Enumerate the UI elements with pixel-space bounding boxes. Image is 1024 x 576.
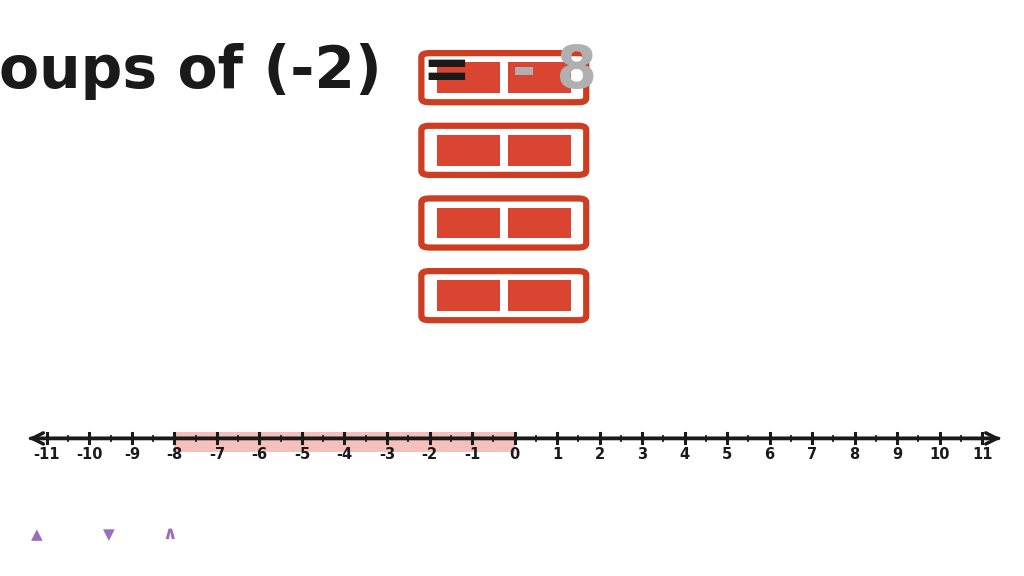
- Text: M: M: [12, 524, 35, 544]
- FancyBboxPatch shape: [508, 281, 570, 311]
- Text: -1: -1: [464, 447, 480, 463]
- Text: 1: 1: [552, 447, 562, 463]
- Text: 7: 7: [807, 447, 817, 463]
- FancyBboxPatch shape: [508, 207, 570, 238]
- Text: -5: -5: [294, 447, 310, 463]
- Text: -4: -4: [337, 447, 352, 463]
- Text: -11: -11: [34, 447, 60, 463]
- FancyBboxPatch shape: [422, 199, 586, 248]
- Text: 9: 9: [892, 447, 902, 463]
- Text: .COM: .COM: [176, 524, 242, 544]
- FancyBboxPatch shape: [437, 62, 500, 93]
- Text: 8: 8: [850, 447, 860, 463]
- Text: 3: 3: [637, 447, 647, 463]
- Text: ▼: ▼: [103, 526, 115, 542]
- Text: 5: 5: [722, 447, 732, 463]
- Text: 10: 10: [930, 447, 950, 463]
- FancyBboxPatch shape: [437, 281, 500, 311]
- Text: -3: -3: [379, 447, 395, 463]
- FancyBboxPatch shape: [437, 135, 500, 166]
- Text: ▲: ▲: [31, 526, 42, 542]
- Text: -10: -10: [76, 447, 102, 463]
- Text: 11: 11: [972, 447, 992, 463]
- Text: -6: -6: [251, 447, 267, 463]
- FancyBboxPatch shape: [422, 271, 586, 320]
- Text: ISUA: ISUA: [119, 524, 177, 544]
- Bar: [174, 431, 514, 452]
- FancyBboxPatch shape: [422, 53, 586, 102]
- FancyBboxPatch shape: [508, 62, 570, 93]
- Text: is: is: [78, 525, 93, 544]
- Text: Let's teach it that way.: Let's teach it that way.: [782, 525, 1012, 544]
- Text: - 4 groups of (-2)  =: - 4 groups of (-2) =: [0, 43, 512, 100]
- Text: -9: -9: [124, 447, 140, 463]
- Text: ∧: ∧: [162, 525, 176, 543]
- Text: -7: -7: [209, 447, 225, 463]
- Text: - 8: - 8: [512, 43, 597, 100]
- Text: -2: -2: [422, 447, 437, 463]
- Text: 0: 0: [509, 447, 520, 463]
- Text: 4: 4: [680, 447, 690, 463]
- FancyBboxPatch shape: [508, 135, 570, 166]
- Text: TH: TH: [46, 524, 80, 544]
- FancyBboxPatch shape: [437, 207, 500, 238]
- FancyBboxPatch shape: [422, 126, 586, 175]
- Text: -8: -8: [166, 447, 182, 463]
- Text: 2: 2: [595, 447, 604, 463]
- Text: 6: 6: [765, 447, 775, 463]
